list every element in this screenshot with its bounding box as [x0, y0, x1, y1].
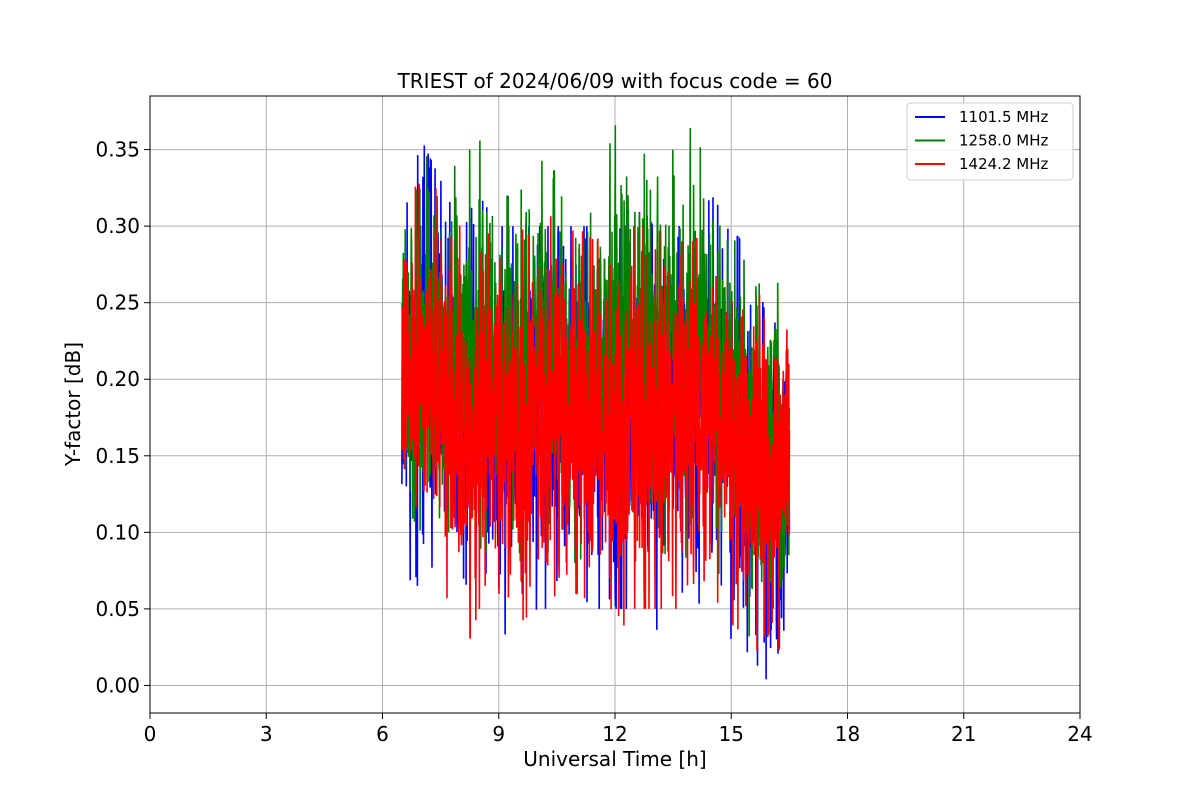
- chart-title: TRIEST of 2024/06/09 with focus code = 6…: [397, 69, 833, 93]
- legend-label: 1258.0 MHz: [959, 132, 1048, 150]
- x-axis-label: Universal Time [h]: [523, 747, 706, 771]
- x-tick-label: 21: [951, 722, 976, 746]
- y-tick-label: 0.10: [95, 520, 140, 544]
- series-line-3: [401, 183, 791, 651]
- plot-area: [401, 125, 791, 680]
- x-tick-label: 24: [1067, 722, 1092, 746]
- legend: 1101.5 MHz 1258.0 MHz 1424.2 MHz: [906, 102, 1074, 181]
- series-line-2: [401, 125, 791, 637]
- y-tick-label: 0.20: [95, 367, 140, 391]
- legend-label: 1424.2 MHz: [959, 155, 1048, 173]
- x-tick-label: 9: [492, 722, 505, 746]
- y-tick-label: 0.30: [95, 214, 140, 238]
- x-axis: 0 3 6 9 12 15 18 21 24: [144, 713, 1093, 746]
- x-tick-label: 3: [260, 722, 273, 746]
- y-tick-label: 0.15: [95, 444, 140, 468]
- y-tick-label: 0.05: [95, 597, 140, 621]
- y-axis-label: Y-factor [dB]: [61, 342, 85, 467]
- y-tick-label: 0.00: [95, 673, 140, 697]
- x-tick-label: 0: [144, 722, 157, 746]
- y-axis: 0.00 0.05 0.10 0.15 0.20 0.25 0.30 0.35: [95, 138, 150, 697]
- y-tick-label: 0.35: [95, 138, 140, 162]
- x-tick-label: 15: [719, 722, 744, 746]
- x-tick-label: 6: [376, 722, 389, 746]
- legend-box: [906, 102, 1074, 181]
- legend-label: 1101.5 MHz: [959, 108, 1048, 126]
- x-tick-label: 12: [602, 722, 627, 746]
- x-tick-label: 18: [835, 722, 860, 746]
- y-tick-label: 0.25: [95, 291, 140, 315]
